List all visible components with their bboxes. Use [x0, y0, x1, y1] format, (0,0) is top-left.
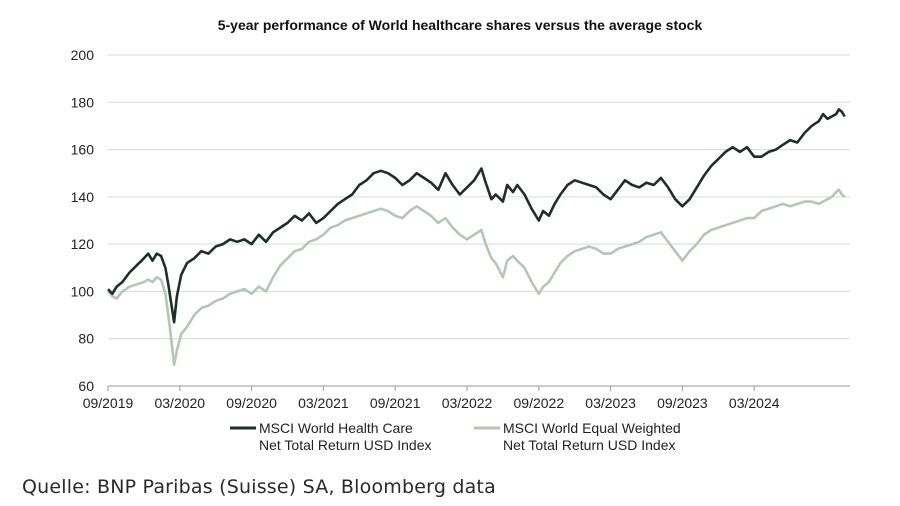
legend-label-equal-weighted-line2: Net Total Return USD Index [503, 437, 676, 453]
chart-title: 5-year performance of World healthcare s… [218, 17, 703, 33]
y-tick-label: 120 [71, 236, 95, 252]
y-tick-label: 180 [71, 94, 95, 110]
y-tick-label: 140 [71, 189, 95, 205]
x-tick-label: 03/2021 [298, 395, 349, 411]
legend: MSCI World Health Care Net Total Return … [230, 420, 681, 453]
x-tick-label: 03/2020 [154, 395, 205, 411]
y-tick-label: 160 [71, 142, 95, 158]
legend-label-equal-weighted-line1: MSCI World Equal Weighted [503, 420, 681, 436]
legend-label-health-care-line1: MSCI World Health Care [259, 420, 413, 436]
gridlines [108, 54, 850, 340]
y-tick-label: 60 [78, 378, 94, 394]
x-tick-label: 03/2024 [729, 395, 780, 411]
y-tick-label: 200 [71, 47, 95, 63]
y-tick-label: 100 [71, 283, 95, 299]
x-tick-label: 03/2022 [442, 395, 493, 411]
x-tick-label: 09/2020 [226, 395, 277, 411]
y-axis-ticks: 60 80 100 120 140 160 180 200 [71, 47, 95, 394]
series-line-equal-weighted [107, 188, 846, 366]
x-tick-label: 09/2023 [657, 395, 708, 411]
x-axis: 09/2019 03/2020 09/2020 03/2021 09/2021 03/20… [83, 385, 850, 411]
x-tick-label: 09/2021 [370, 395, 421, 411]
x-tick-label: 09/2022 [514, 395, 565, 411]
series-lines [107, 108, 846, 366]
series-line-health-care [107, 108, 846, 324]
legend-label-health-care-line2: Net Total Return USD Index [259, 437, 432, 453]
chart: 5-year performance of World healthcare s… [71, 17, 850, 453]
x-tick-label: 09/2019 [83, 395, 134, 411]
x-tick-label: 03/2023 [585, 395, 636, 411]
source-note: Quelle: BNP Paribas (Suisse) SA, Bloombe… [22, 476, 496, 498]
y-tick-label: 80 [78, 331, 94, 347]
